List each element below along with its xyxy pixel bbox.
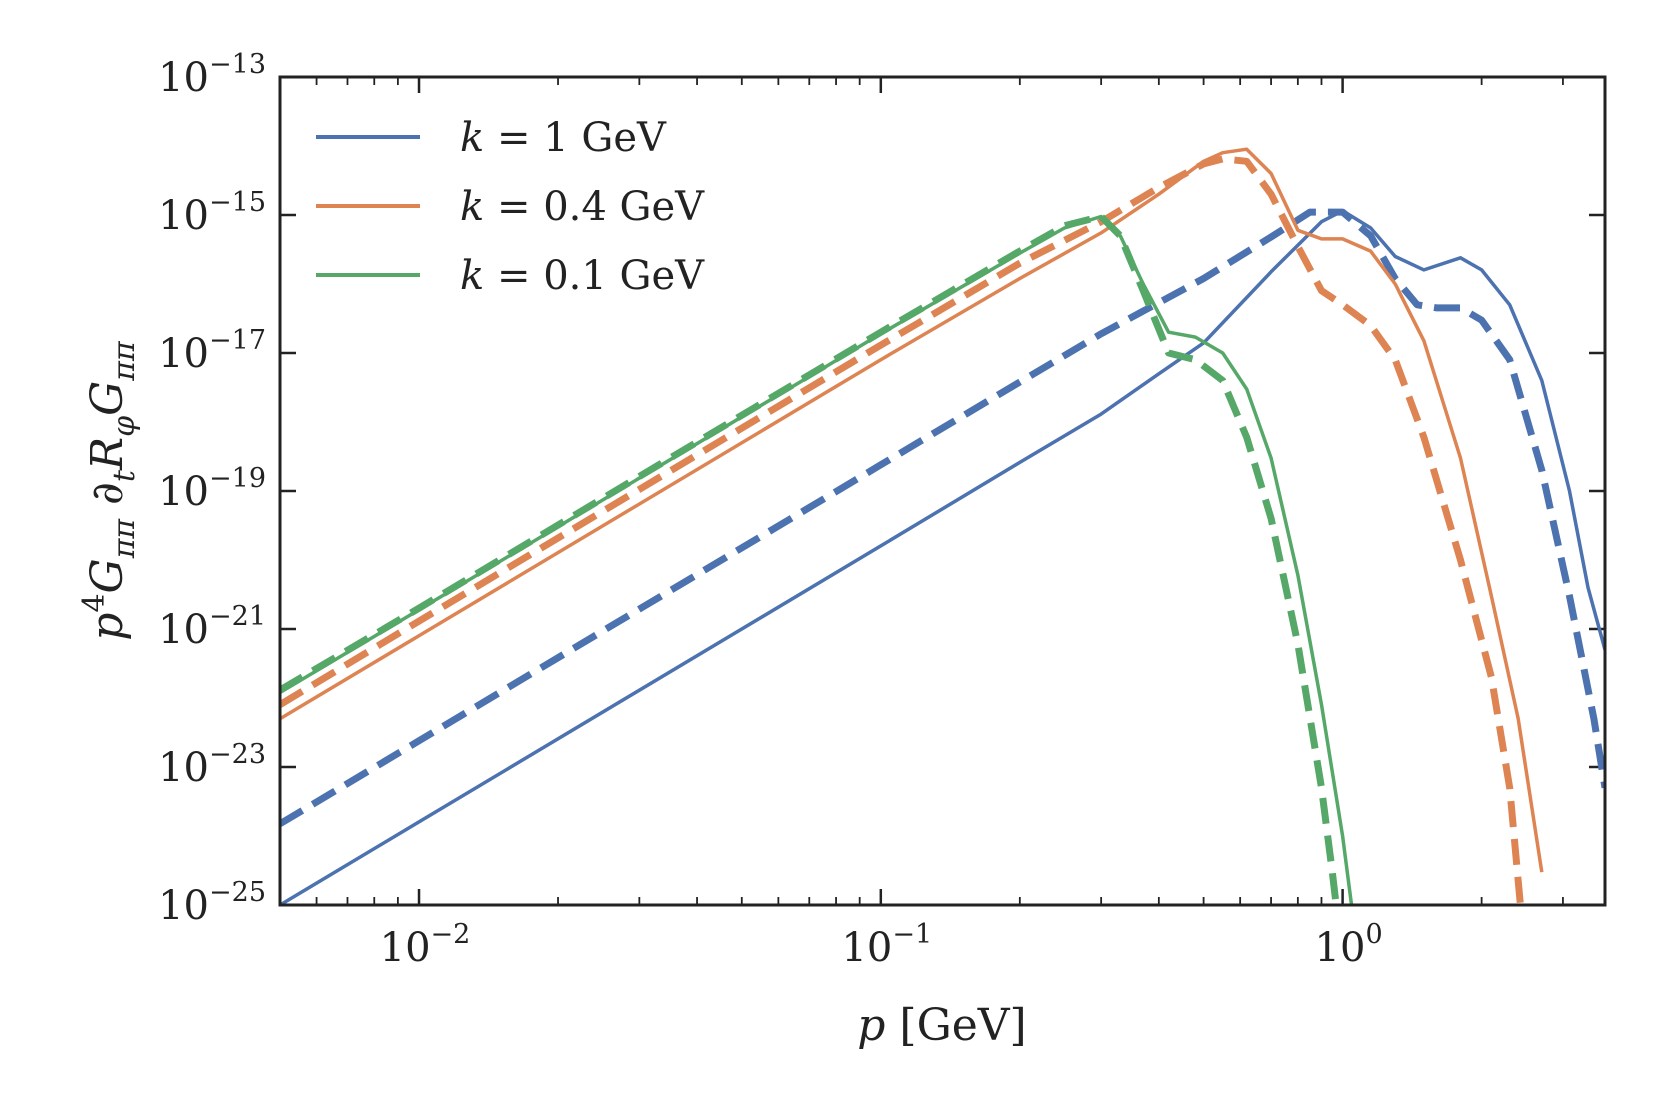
series-line-5 — [280, 213, 1340, 905]
legend-label: k = 1 GeV — [460, 115, 667, 161]
x-axis-label: p [GeV] — [857, 1000, 1026, 1051]
series-line-3 — [280, 155, 1524, 905]
x-tick-label: 100 — [1315, 919, 1383, 971]
x-tick-label: 10−1 — [841, 919, 932, 971]
series-line-1 — [280, 208, 1605, 827]
series-line-2 — [280, 147, 1544, 873]
y-tick-label: 10−13 — [158, 49, 266, 101]
y-axis-label: p4Gππ ∂tRφGππ — [77, 340, 142, 641]
legend-label: k = 0.1 GeV — [460, 253, 705, 299]
legend-label: k = 0.4 GeV — [460, 184, 705, 230]
y-tick-label: 10−25 — [158, 877, 266, 929]
y-tick-label: 10−19 — [158, 463, 266, 515]
y-tick-label: 10−23 — [158, 739, 266, 791]
y-tick-label: 10−17 — [158, 325, 266, 377]
legend: k = 1 GeV k = 0.4 GeV k = 0.1 GeV — [316, 115, 705, 299]
x-tick-label: 10−2 — [380, 919, 471, 971]
plot-frame — [278, 75, 1607, 907]
series-line-0 — [280, 209, 1605, 905]
series-layer — [280, 147, 1605, 905]
y-tick-label: 10−21 — [158, 601, 266, 653]
y-tick-label: 10−15 — [158, 187, 266, 239]
tick-labels: 10−2 10−1 100 10−25 10−23 10−21 10−19 10−17 10−1… — [158, 49, 1383, 971]
